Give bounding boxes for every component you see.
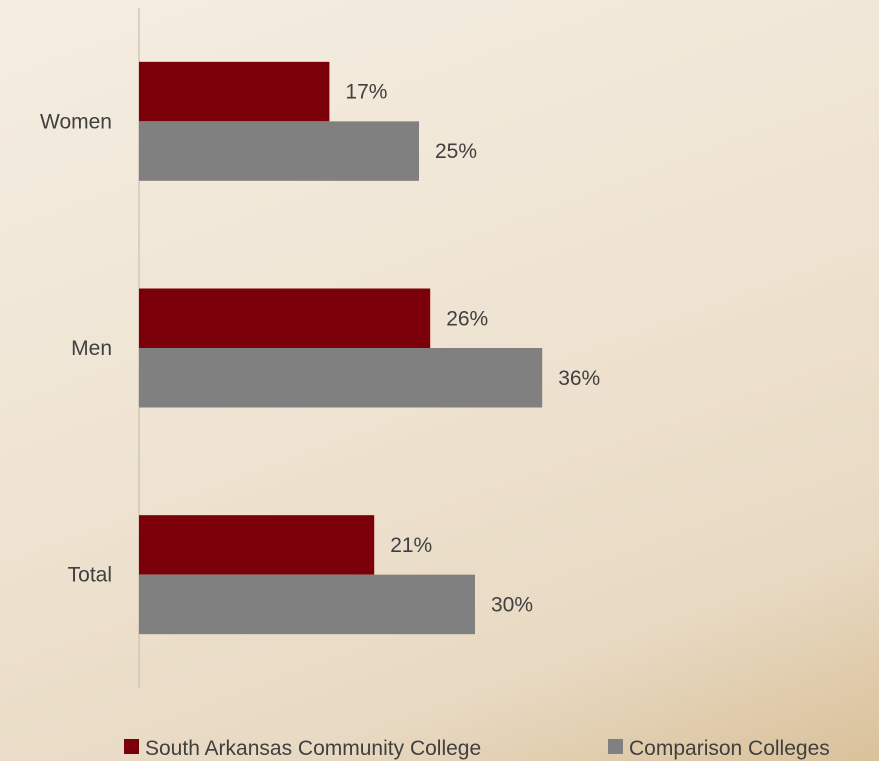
legend-swatch-series-1 bbox=[124, 739, 139, 754]
category-label-total: Total bbox=[68, 564, 112, 587]
data-label-total-series-1: 21% bbox=[390, 534, 432, 557]
legend-label-series-1: South Arkansas Community College bbox=[145, 737, 481, 760]
legend-swatch-series-2 bbox=[608, 739, 623, 754]
bar-women-series-2 bbox=[139, 121, 419, 181]
bar-total-series-2 bbox=[139, 574, 475, 635]
data-label-men-series-1: 26% bbox=[446, 307, 488, 330]
data-label-men-series-2: 36% bbox=[558, 367, 600, 390]
category-label-women: Women bbox=[40, 110, 112, 133]
bar-men-series-1 bbox=[139, 288, 431, 348]
bar-total-series-1 bbox=[139, 515, 375, 575]
legend-label-series-2: Comparison Colleges bbox=[629, 737, 830, 760]
data-label-women-series-2: 25% bbox=[435, 140, 477, 163]
data-label-total-series-2: 30% bbox=[491, 593, 533, 616]
data-label-women-series-1: 17% bbox=[345, 81, 387, 104]
category-label-men: Men bbox=[71, 337, 112, 360]
bar-women-series-1 bbox=[139, 61, 330, 122]
bar-men-series-2 bbox=[139, 348, 543, 408]
